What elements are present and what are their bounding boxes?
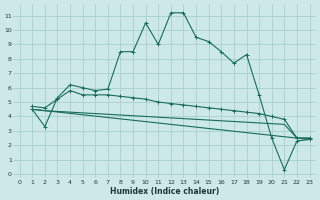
X-axis label: Humidex (Indice chaleur): Humidex (Indice chaleur)	[110, 187, 219, 196]
